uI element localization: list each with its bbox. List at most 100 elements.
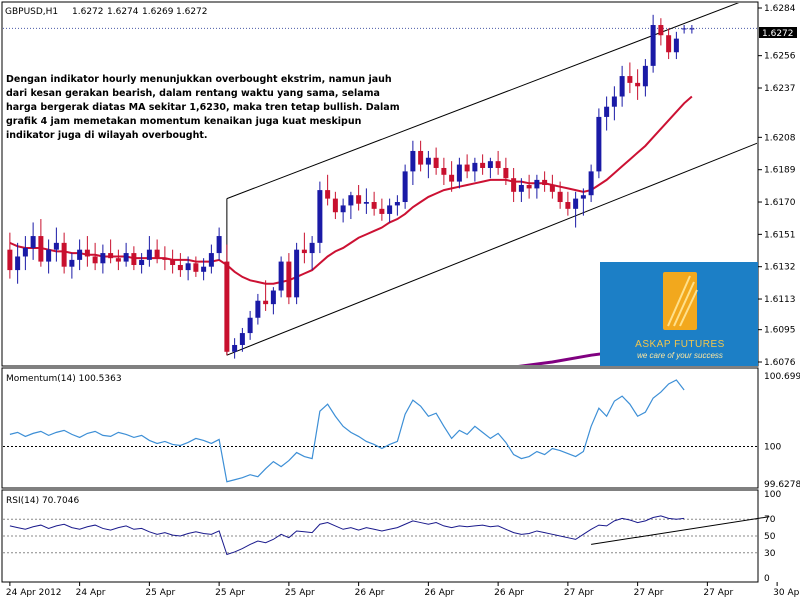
momentum-label: Momentum(14) 100.5363 [6, 374, 122, 384]
candle [371, 191, 377, 216]
candle [162, 246, 168, 271]
candle-body [177, 264, 183, 271]
price-tick-label: 1.6189 [764, 166, 796, 176]
candle [100, 244, 106, 274]
candle [38, 219, 44, 267]
candle-body [139, 259, 145, 265]
candle [53, 227, 59, 262]
candle-body [666, 35, 672, 53]
candle-body [216, 236, 222, 254]
candle [309, 236, 315, 271]
candle-body [115, 258, 121, 262]
candle-body [208, 253, 214, 267]
last-price-label: 1.6272 [762, 29, 794, 39]
candle [170, 249, 176, 274]
candle [627, 62, 633, 94]
candle [22, 236, 28, 271]
candle [239, 327, 245, 352]
candle-body [363, 202, 369, 204]
candle [418, 140, 424, 172]
candle-body [123, 253, 129, 262]
candle [573, 191, 579, 228]
candle-body [480, 162, 486, 168]
candle-body [162, 258, 168, 260]
candle-body [255, 300, 261, 318]
candle-body [239, 333, 245, 345]
x-tick-label: 30 Apr [773, 588, 800, 598]
candle [387, 198, 393, 223]
rsi-trendline [591, 516, 770, 545]
candle-body [146, 249, 152, 260]
candle [301, 232, 307, 264]
candle-body [77, 249, 83, 260]
candle-body [325, 190, 331, 199]
candle [131, 246, 137, 271]
candle [193, 256, 199, 277]
candle [681, 25, 687, 34]
candle [604, 96, 610, 131]
candle [580, 188, 586, 216]
price-tick-label: 1.6132 [764, 263, 796, 273]
candle-body [449, 174, 455, 182]
ohlc-low: 1.6269 [142, 7, 174, 17]
candle-body [611, 96, 617, 107]
candle [146, 236, 152, 267]
ohlc-close: 1.6272 [176, 7, 208, 17]
candle-body [100, 253, 106, 264]
candle [456, 157, 462, 189]
annotation-block: Dengan indikator hourly menunjukkan over… [6, 74, 400, 141]
candle-body [61, 242, 67, 267]
candle-body [650, 25, 656, 66]
rsi-line [9, 515, 685, 556]
candle [433, 147, 439, 175]
price-tick-label: 1.6076 [764, 358, 796, 368]
ohlc-open: 1.6272 [72, 7, 104, 17]
rsi-label: RSI(14) 70.7046 [6, 496, 79, 506]
candle-body [348, 195, 354, 206]
candle [30, 222, 36, 260]
candle-body [201, 266, 207, 272]
price-tick-label: 1.6284 [764, 4, 796, 14]
candle-body [69, 259, 75, 267]
annotation-line: Dengan indikator hourly menunjukkan over… [6, 74, 392, 85]
candle [46, 239, 52, 274]
last-price-tag [759, 27, 797, 38]
price-tick-label: 1.6151 [764, 230, 796, 240]
candle-body [596, 116, 602, 172]
candle [185, 256, 191, 281]
candle [317, 181, 323, 254]
momentum-tick-label: 100.6993 [764, 372, 800, 382]
candle [441, 157, 447, 185]
candle-body [92, 256, 98, 264]
candle [534, 174, 540, 199]
candle-body [317, 190, 323, 243]
candle-body [503, 167, 509, 179]
candle-body [53, 242, 59, 250]
candle-body [642, 65, 648, 87]
candle [549, 174, 555, 199]
candle [394, 195, 400, 216]
candle [123, 242, 129, 267]
price-tick-label: 1.6113 [764, 295, 796, 305]
candle [61, 232, 67, 274]
price-tick-label: 1.6095 [764, 326, 796, 336]
candle-body [263, 300, 269, 305]
x-tick-label: 25 Apr [285, 588, 315, 598]
candle-body [464, 164, 470, 172]
candle [611, 86, 617, 121]
x-tick-label: 25 Apr [215, 588, 245, 598]
candle [7, 232, 13, 279]
rsi-layer [3, 515, 770, 556]
candle-body [619, 76, 625, 97]
candle [340, 198, 346, 223]
x-tick-label: 24 Apr 2012 [6, 588, 62, 598]
candle-body [573, 198, 579, 209]
candle-body [387, 205, 393, 214]
candle-body [340, 205, 346, 213]
candle [565, 191, 571, 216]
candle [689, 25, 695, 34]
candle-body [511, 178, 517, 192]
momentum-tick-label: 100 [764, 442, 781, 452]
x-tick-label: 26 Apr [424, 588, 454, 598]
candle [278, 256, 284, 298]
